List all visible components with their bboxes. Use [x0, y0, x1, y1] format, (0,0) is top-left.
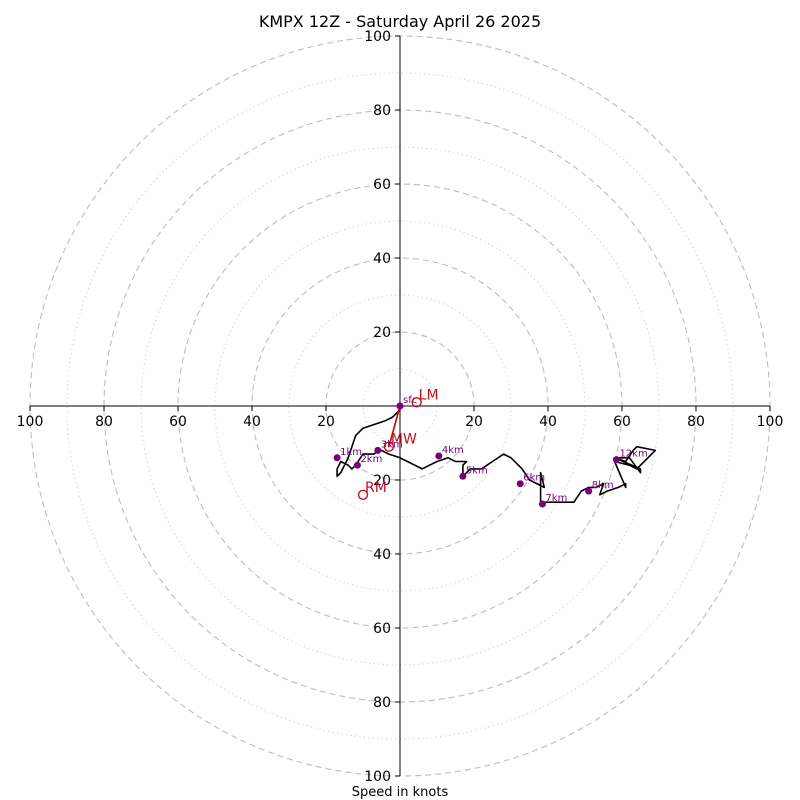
height-marker: [435, 452, 443, 460]
x-tick-label: 60: [613, 414, 631, 430]
y-tick-label: 20: [373, 473, 391, 489]
storm-motion-label: MW: [391, 432, 417, 448]
storm-motion-markers: LM MW RM: [357, 387, 439, 500]
x-tick-label: 40: [243, 414, 261, 430]
x-tick-label: 100: [17, 414, 44, 430]
height-marker-label: 4km: [442, 445, 464, 456]
y-tick-label: 60: [373, 177, 391, 193]
y-tick-label: 100: [364, 769, 391, 785]
height-marker-label: 12km: [619, 449, 647, 460]
height-marker-label: 6km: [523, 473, 545, 484]
storm-motion-label: LM: [419, 387, 439, 403]
height-marker: [459, 472, 467, 480]
x-tick-label: 60: [169, 414, 187, 430]
x-axis-label: Speed in knots: [352, 785, 449, 800]
y-tick-label: 40: [373, 251, 391, 267]
storm-motion-marker: [357, 489, 369, 500]
x-tick-label: 80: [687, 414, 705, 430]
storm-motion-marker: [383, 441, 395, 452]
y-tick-label: 80: [373, 103, 391, 119]
surface-marker: [396, 402, 404, 410]
y-tick-label: 80: [373, 695, 391, 711]
height-marker: [333, 454, 341, 462]
height-marker: [538, 500, 546, 508]
height-marker-label: 7km: [545, 493, 567, 504]
x-tick-label: 100: [757, 414, 784, 430]
height-marker-label: 5km: [466, 465, 488, 476]
height-marker: [353, 461, 361, 469]
surface-label: sfc: [403, 395, 417, 406]
height-marker-label: 8km: [592, 480, 614, 491]
y-tick-label: 100: [364, 29, 391, 45]
x-tick-label: 40: [539, 414, 557, 430]
chart-title: KMPX 12Z - Saturday April 26 2025: [259, 12, 541, 31]
height-marker-label: 3km: [381, 439, 403, 450]
height-marker-label: 1km: [340, 447, 362, 458]
storm-motion-label: RM: [365, 480, 387, 496]
height-marker: [612, 456, 620, 464]
storm-motion-marker: [411, 397, 422, 408]
x-tick-label: 20: [317, 414, 335, 430]
height-marker-label: 2km: [360, 454, 382, 465]
x-tick-label: 20: [465, 414, 483, 430]
y-tick-label: 20: [373, 325, 391, 341]
axis-ticks: 100 80 60 40 20 20 40 60 80 100 20 40 60 80 100 20 40 60 8…: [17, 29, 784, 785]
height-marker: [585, 487, 593, 495]
shear-vector-line: [388, 405, 401, 447]
y-tick-label: 60: [373, 621, 391, 637]
x-tick-label: 80: [95, 414, 113, 430]
height-marker: [516, 480, 524, 488]
height-marker: [374, 446, 382, 454]
y-tick-label: 40: [373, 547, 391, 563]
